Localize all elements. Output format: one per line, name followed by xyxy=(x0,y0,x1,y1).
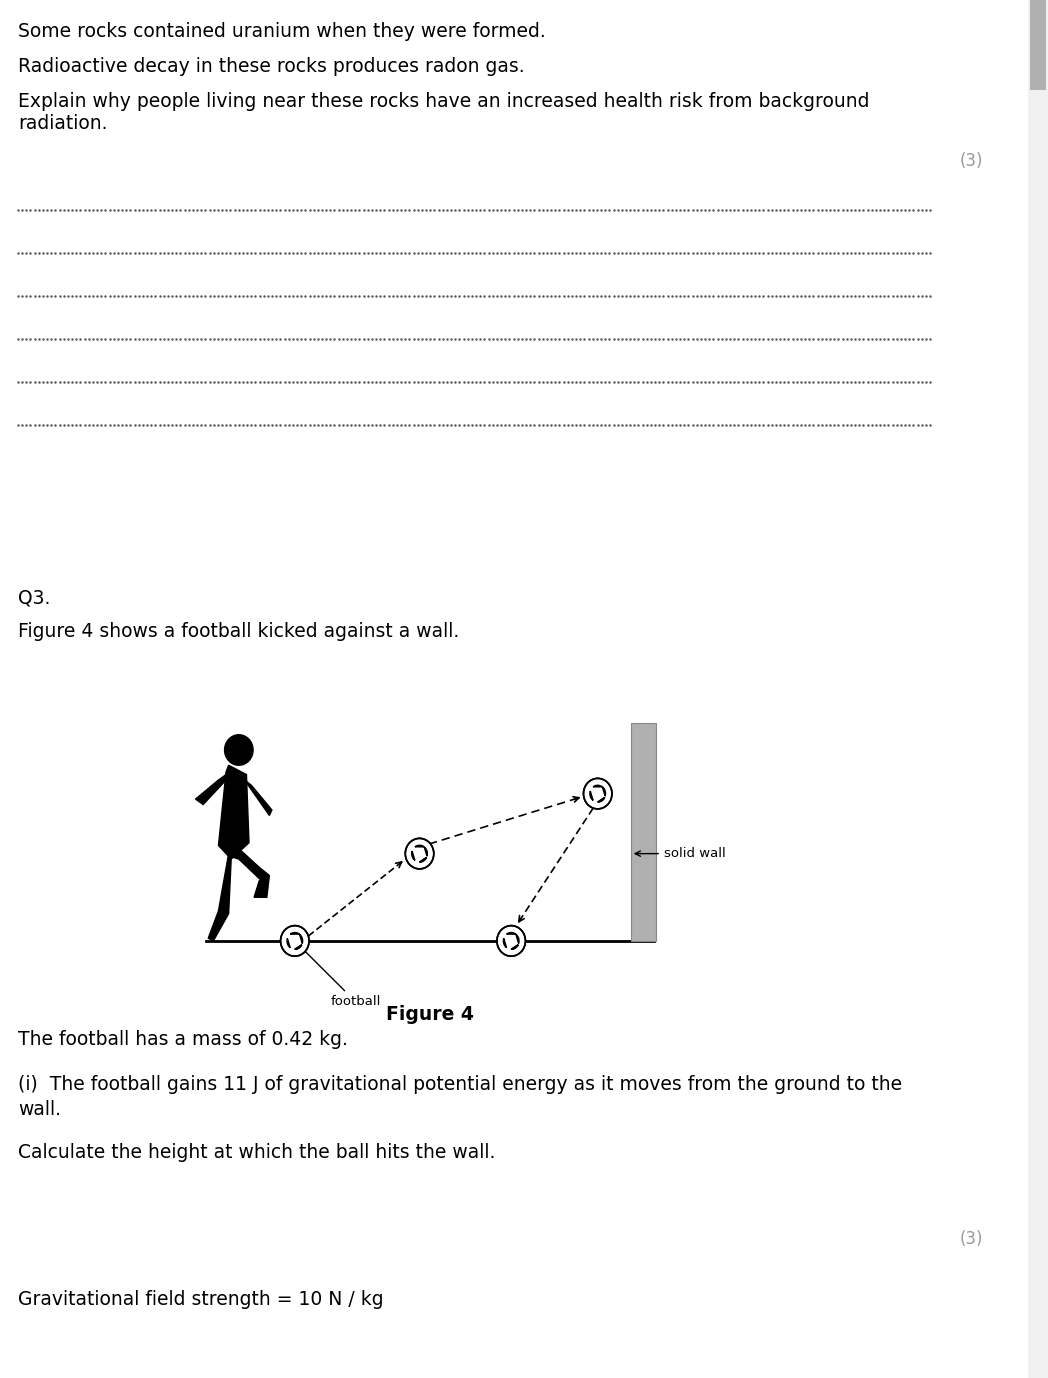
Text: radiation.: radiation. xyxy=(18,114,108,134)
Text: Q3.: Q3. xyxy=(18,588,50,606)
Polygon shape xyxy=(597,798,605,802)
Bar xyxy=(1030,0,1046,90)
Polygon shape xyxy=(294,945,302,949)
Polygon shape xyxy=(290,933,300,934)
Polygon shape xyxy=(603,787,606,796)
Polygon shape xyxy=(287,938,290,948)
Text: (3): (3) xyxy=(960,152,983,169)
Text: The football has a mass of 0.42 kg.: The football has a mass of 0.42 kg. xyxy=(18,1029,348,1049)
Text: Figure 4: Figure 4 xyxy=(386,1005,474,1024)
Polygon shape xyxy=(231,850,269,881)
Polygon shape xyxy=(209,853,232,941)
Text: (3): (3) xyxy=(960,1231,983,1248)
Polygon shape xyxy=(218,765,249,858)
Circle shape xyxy=(406,838,434,870)
Text: Explain why people living near these rocks have an increased health risk from ba: Explain why people living near these roc… xyxy=(18,92,870,112)
Text: Figure 4 shows a football kicked against a wall.: Figure 4 shows a football kicked against… xyxy=(18,621,459,641)
Circle shape xyxy=(281,926,309,956)
Polygon shape xyxy=(241,777,271,816)
Polygon shape xyxy=(196,769,234,805)
Polygon shape xyxy=(300,934,303,944)
Polygon shape xyxy=(516,934,519,944)
Polygon shape xyxy=(254,875,269,897)
Text: wall.: wall. xyxy=(18,1100,61,1119)
Text: Some rocks contained uranium when they were formed.: Some rocks contained uranium when they w… xyxy=(18,22,546,41)
Circle shape xyxy=(224,734,253,765)
Text: (i)  The football gains 11 J of gravitational potential energy as it moves from : (i) The football gains 11 J of gravitati… xyxy=(18,1075,902,1094)
Polygon shape xyxy=(590,791,593,801)
Circle shape xyxy=(497,926,525,956)
Text: football: football xyxy=(301,947,381,1009)
Polygon shape xyxy=(415,845,424,847)
Polygon shape xyxy=(503,938,506,948)
Bar xyxy=(631,722,656,941)
Polygon shape xyxy=(419,857,427,863)
Bar xyxy=(1028,0,1048,1378)
Text: solid wall: solid wall xyxy=(635,847,725,860)
Polygon shape xyxy=(511,945,518,949)
Text: Calculate the height at which the ball hits the wall.: Calculate the height at which the ball h… xyxy=(18,1142,496,1162)
Polygon shape xyxy=(294,945,302,949)
Polygon shape xyxy=(424,847,428,856)
Polygon shape xyxy=(506,933,516,934)
Circle shape xyxy=(584,779,612,809)
Polygon shape xyxy=(412,852,415,860)
Polygon shape xyxy=(593,785,603,787)
Polygon shape xyxy=(419,857,427,863)
Polygon shape xyxy=(511,945,518,949)
Polygon shape xyxy=(597,798,605,802)
Text: Gravitational field strength = 10 N / kg: Gravitational field strength = 10 N / kg xyxy=(18,1290,384,1309)
Text: Radioactive decay in these rocks produces radon gas.: Radioactive decay in these rocks produce… xyxy=(18,56,525,76)
